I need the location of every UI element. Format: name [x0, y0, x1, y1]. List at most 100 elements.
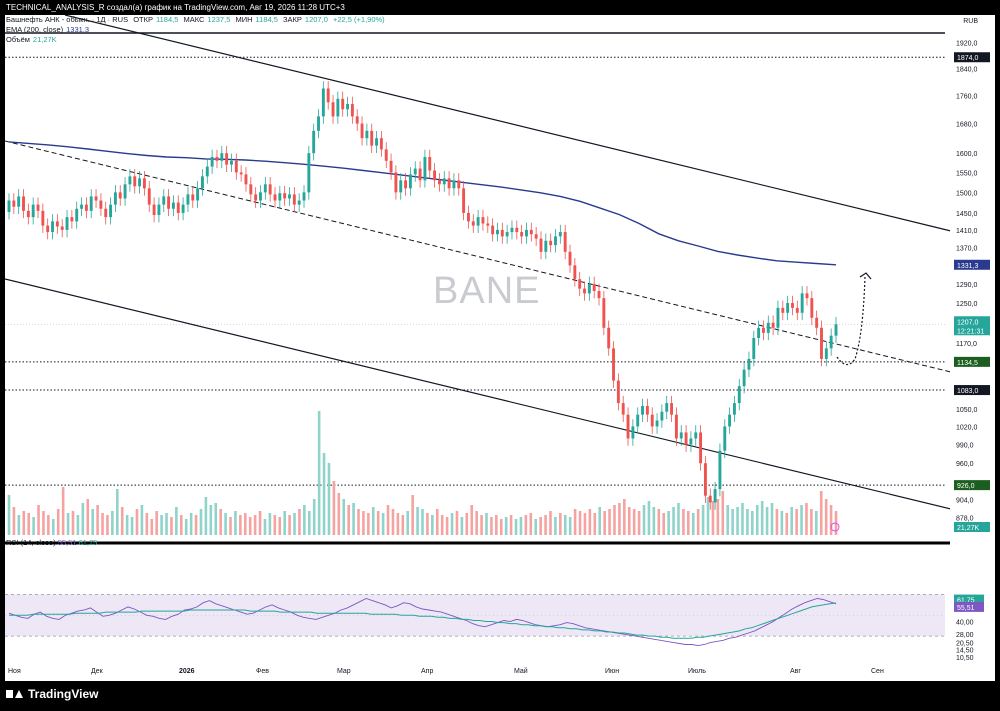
price-tag-label: 1207,0 [957, 319, 979, 326]
volume-bar [76, 515, 80, 535]
candle-body [732, 403, 736, 415]
volume-bar [268, 513, 272, 535]
candle-body [113, 192, 117, 205]
volume-bar [578, 511, 582, 535]
volume-bar [367, 513, 370, 535]
volume-bar [701, 505, 705, 535]
rsi-tick-label: 10,50 [956, 655, 974, 662]
ema-label: EMA (200, close) [6, 25, 64, 34]
candle-body [573, 265, 577, 280]
price-tag-label: 12:21:31 [957, 328, 984, 335]
price-tick-label: 1680,0 [956, 122, 978, 129]
volume-bar [32, 517, 35, 535]
main-legend: Башнефть АНК - обыкн. · 1Д · RUS ОТКР 118… [6, 15, 388, 45]
candle-body [317, 116, 320, 131]
price-tick-label: 1840,0 [956, 66, 978, 73]
candle-body [631, 426, 635, 439]
candle-body [60, 226, 64, 230]
volume-bar [450, 513, 454, 535]
candle-body [820, 327, 823, 359]
volume-bar [568, 517, 572, 535]
volume-bar [608, 509, 611, 535]
candle-body [752, 337, 756, 359]
candle-body [312, 130, 316, 154]
candle-body [128, 176, 132, 185]
candle-body [689, 438, 693, 445]
price-tag-label: 1083,0 [957, 388, 979, 395]
candle-body [491, 225, 495, 235]
candle-body [549, 240, 553, 246]
candle-body [249, 184, 253, 195]
volume-bar [539, 517, 542, 535]
volume-bar [239, 515, 242, 535]
close-label: ЗАКР [283, 15, 302, 24]
volume-bar [573, 509, 577, 535]
volume-bar [746, 509, 749, 535]
candle-body [476, 217, 480, 226]
price-tick-label: 1290,0 [956, 282, 978, 289]
volume-bar [662, 513, 666, 535]
rsi-tick-label: 14,50 [956, 648, 974, 655]
candle-body [718, 450, 722, 490]
volume-bar [7, 495, 11, 535]
candle-body [834, 324, 838, 336]
candle-body [457, 180, 461, 189]
candle-body [55, 221, 59, 227]
rsi-tag-label: 55,51 [957, 605, 975, 612]
candle-body [142, 178, 146, 189]
candle-body [766, 322, 770, 333]
candle-body [346, 104, 349, 110]
volume-bar [691, 513, 695, 535]
rsi-tick-label: 20,50 [956, 640, 974, 647]
volume-bar [529, 513, 533, 535]
time-tick-label: Дек [91, 668, 104, 675]
candle-body [176, 202, 180, 213]
change-value: +22,5 (+1,90%) [332, 15, 385, 24]
candle-body [423, 156, 427, 181]
rsi-tag-bg [954, 601, 984, 612]
candle-body [26, 210, 30, 218]
candle-body [215, 156, 219, 161]
volume-bar [534, 519, 538, 535]
open-value: 1184,5 [155, 15, 179, 24]
candle-body [670, 403, 674, 415]
candle-body [607, 327, 611, 349]
volume-bar [204, 497, 208, 535]
volume-bar [524, 515, 528, 535]
price-axis[interactable]: 1920,0 1840,0 1760,0 1680,0 1600,0 1550,0 1500… [950, 15, 995, 681]
volume-bar [632, 509, 636, 535]
volume-bar [637, 511, 641, 535]
chart-canvas[interactable]: 1920,0 1840,0 1760,0 1680,0 1600,0 1550,0 1500… [5, 15, 995, 681]
trend-channel[interactable] [5, 15, 956, 511]
time-tick-label: Май [514, 667, 528, 675]
volume-bar [440, 515, 444, 535]
rsi-tick-label: 40,00 [956, 620, 974, 627]
candle-body [684, 432, 688, 445]
time-tick-label: Июн [605, 668, 619, 675]
candle-body [534, 234, 538, 239]
volume-bar [342, 499, 346, 535]
volume-bar [263, 519, 267, 535]
channel-mid-line [5, 140, 956, 374]
volume-bar [17, 515, 21, 535]
volume-bar [381, 513, 385, 535]
tradingview-logo-icon [6, 688, 24, 700]
chart-svg[interactable]: 1920,0 1840,0 1760,0 1680,0 1600,0 1550,0 1500… [5, 15, 995, 681]
candle-body [776, 307, 780, 328]
candle-body [433, 170, 437, 181]
candle-body [568, 251, 572, 266]
candle-body [399, 180, 403, 193]
volume-bar [770, 503, 774, 535]
candle-body [254, 194, 258, 201]
volume-bar [332, 481, 336, 535]
candle-body [123, 184, 127, 199]
volume-bar [66, 513, 70, 535]
candle-body [268, 184, 272, 195]
time-axis[interactable]: Ноя Дек 2026 Фев Мар Апр Май Июн Июль Авг Сен [5, 661, 995, 681]
volume-bar [130, 517, 134, 535]
candle-body [186, 194, 190, 205]
volume-bar [755, 505, 759, 535]
volume-bar [219, 509, 222, 535]
volume-bar [312, 499, 316, 535]
projection-arrow[interactable] [830, 272, 872, 532]
